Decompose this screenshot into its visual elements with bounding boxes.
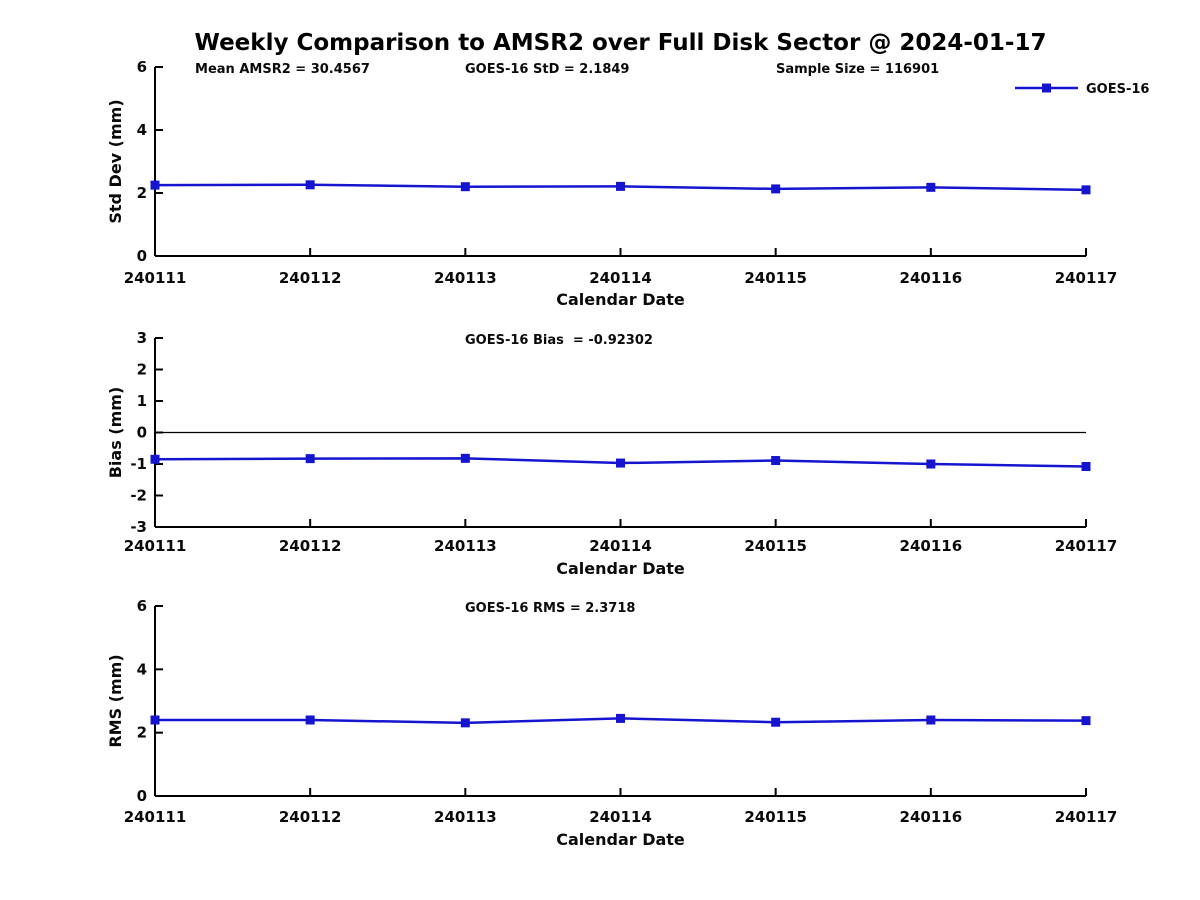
x-axis-label: Calendar Date: [556, 830, 685, 849]
xtick-label: 240117: [1055, 537, 1118, 555]
GOES-16-marker: [305, 180, 315, 190]
GOES-16-marker: [305, 715, 315, 725]
GOES-16-marker: [771, 717, 781, 727]
ytick-label: 6: [137, 597, 147, 615]
ytick-label: -2: [130, 487, 147, 505]
xtick-label: 240116: [900, 537, 963, 555]
x-axis-label: Calendar Date: [556, 290, 685, 309]
ytick-label: 2: [137, 184, 147, 202]
GOES-16-marker: [460, 182, 470, 192]
y-axis-label: RMS (mm): [106, 654, 125, 747]
xtick-label: 240112: [279, 537, 342, 555]
xtick-label: 240115: [744, 537, 807, 555]
legend-label: GOES-16: [1086, 82, 1149, 97]
GOES-16-marker: [1081, 462, 1091, 472]
GOES-16-marker: [771, 184, 781, 194]
bias-plot: -3 -2 -1 0 1 2 3 240111 240112 240113 240114 240115…: [106, 329, 1117, 578]
rms-plot: 0 2 4 6 240111 240112 240113 240114 240115 240116…: [106, 597, 1117, 849]
std-dev-plot: 0 2 4 6 240111 240112 240113 240114 240115 240116…: [106, 58, 1149, 309]
xtick-label: 240114: [589, 269, 652, 287]
ytick-label: 6: [137, 58, 147, 76]
xtick-label: 240114: [589, 537, 652, 555]
GOES-16-marker: [460, 453, 470, 463]
xtick-label: 240117: [1055, 808, 1118, 826]
figure-title: Weekly Comparison to AMSR2 over Full Dis…: [194, 30, 1047, 56]
ytick-label: 3: [137, 329, 147, 347]
xtick-label: 240112: [279, 269, 342, 287]
GOES-16-marker: [616, 713, 625, 723]
ytick-label: 2: [137, 724, 147, 742]
ytick-label: 2: [137, 361, 147, 379]
xtick-label: 240115: [744, 269, 807, 287]
GOES-16-marker: [150, 454, 160, 464]
annotation: Mean AMSR2 = 30.4567: [195, 62, 370, 77]
annotation: Sample Size = 116901: [776, 62, 939, 77]
ytick-label: -1: [130, 455, 147, 473]
legend-marker: [1042, 83, 1051, 93]
xtick-label: 240111: [124, 537, 187, 555]
xtick-label: 240112: [279, 808, 342, 826]
ytick-label: 0: [137, 424, 147, 442]
y-axis-label: Bias (mm): [106, 387, 125, 479]
ytick-label: 0: [137, 787, 147, 805]
ytick-label: 4: [137, 660, 147, 678]
xtick-label: 240113: [434, 808, 497, 826]
GOES-16-marker: [616, 458, 625, 468]
GOES-16-marker: [460, 718, 470, 728]
ytick-label: -3: [130, 518, 147, 536]
GOES-16-marker: [1081, 185, 1091, 195]
y-axis-label: Std Dev (mm): [106, 99, 125, 223]
GOES-16-marker: [926, 715, 936, 725]
xtick-label: 240116: [900, 269, 963, 287]
GOES-16-marker: [150, 715, 160, 725]
GOES-16-marker: [771, 456, 781, 466]
ytick-label: 1: [137, 392, 147, 410]
GOES-16-marker: [926, 182, 936, 192]
ytick-label: 4: [137, 121, 147, 139]
annotation: GOES-16 RMS = 2.3718: [465, 601, 635, 616]
xtick-label: 240115: [744, 808, 807, 826]
xtick-label: 240113: [434, 269, 497, 287]
GOES-16-marker: [1081, 716, 1091, 726]
GOES-16-marker: [150, 180, 160, 190]
xtick-label: 240117: [1055, 269, 1118, 287]
legend: GOES-16: [1015, 82, 1149, 97]
xtick-label: 240114: [589, 808, 652, 826]
xtick-label: 240111: [124, 808, 187, 826]
GOES-16-marker: [305, 454, 315, 464]
xtick-label: 240111: [124, 269, 187, 287]
GOES-16-marker: [616, 181, 625, 191]
ytick-label: 0: [137, 247, 147, 265]
xtick-label: 240113: [434, 537, 497, 555]
xtick-label: 240116: [900, 808, 963, 826]
annotation: GOES-16 StD = 2.1849: [465, 62, 629, 77]
annotation: GOES-16 Bias = -0.92302: [465, 333, 653, 348]
GOES-16-marker: [926, 459, 936, 469]
x-axis-label: Calendar Date: [556, 559, 685, 578]
